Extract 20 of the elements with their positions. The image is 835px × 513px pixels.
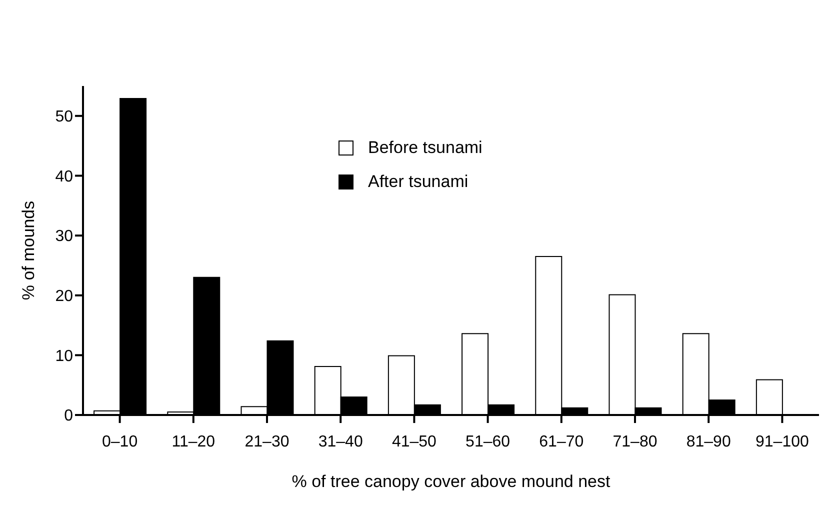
x-tick-label: 91–100 (756, 433, 809, 450)
y-tick-label: 10 (55, 348, 74, 365)
x-tick-label: 71–80 (612, 433, 658, 450)
x-tick-label: 41–50 (392, 433, 437, 450)
x-tick-label: 21–30 (244, 433, 290, 450)
y-tick-label: 40 (55, 168, 74, 186)
x-tick-label: 61–70 (539, 433, 584, 450)
x-tick-label: 31–40 (318, 433, 363, 450)
y-tick-label: 30 (55, 228, 74, 246)
x-tick-label: 81–90 (686, 433, 731, 450)
legend-label: Before tsunami (368, 138, 482, 158)
y-tick-label: 50 (55, 108, 74, 126)
y-tick-label: 20 (55, 288, 74, 306)
x-axis-title: % of tree canopy cover above mound nest (292, 472, 611, 491)
y-axis-title: % of mounds (19, 200, 38, 300)
legend-label: After tsunami (368, 172, 468, 192)
x-tick-label: 0–10 (102, 433, 138, 450)
x-tick-label: 11–20 (172, 433, 216, 450)
x-tick-label: 51–60 (466, 433, 510, 450)
y-tick-label: 0 (64, 408, 74, 425)
